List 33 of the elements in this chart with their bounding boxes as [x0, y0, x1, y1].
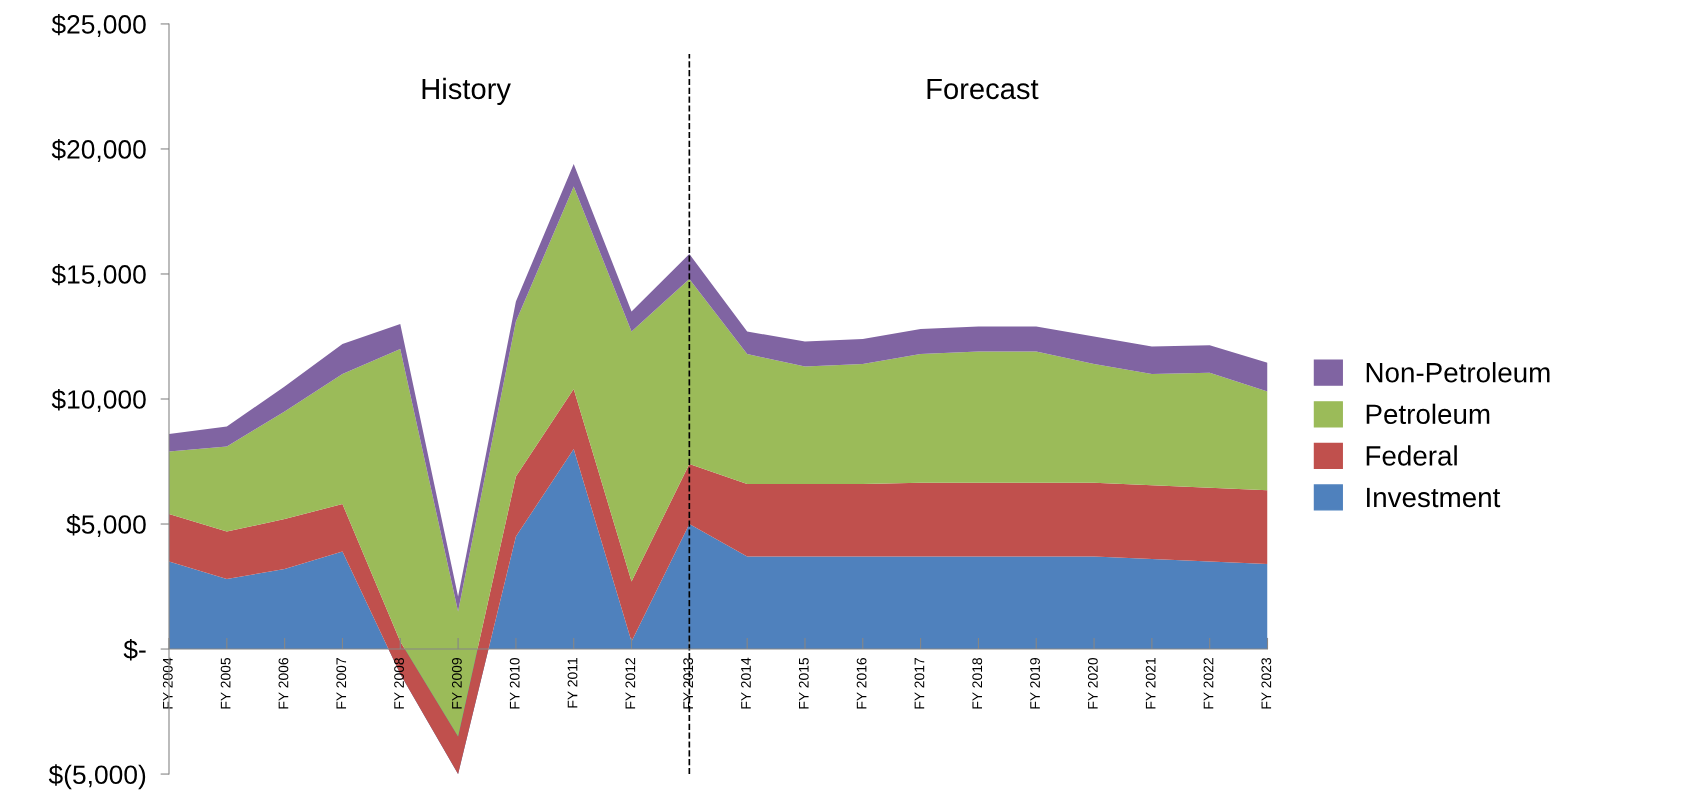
x-tick-label: FY 2019	[1030, 658, 1040, 709]
x-tick-label: FY 2016	[856, 657, 867, 709]
x-tick-label: FY 2009	[451, 658, 462, 709]
x-tick-label: FY 2018	[972, 657, 983, 709]
legend-label: Investment	[1367, 487, 1501, 508]
y-tick-label: $15,000	[51, 264, 146, 287]
x-tick-label: FY 2022	[1203, 658, 1214, 709]
y-tick-label: $10,000	[51, 389, 146, 412]
legend-label: Non-Petroleum	[1366, 362, 1550, 383]
y-tick-label: $5,000	[66, 514, 146, 537]
x-tick-label: FY 2004	[162, 657, 173, 709]
x-tick-label: FY 2012	[625, 658, 636, 709]
x-tick-label: FY 2008	[394, 657, 404, 709]
x-tick-label: FY 2010	[509, 657, 520, 709]
x-tick-label: FY 2005	[220, 657, 231, 709]
y-tick-label: $25,000	[51, 13, 146, 37]
x-tick-label: FY 2023	[1261, 657, 1272, 709]
annotation: History	[422, 77, 511, 105]
x-tick-label: FY 2013	[683, 657, 694, 709]
legend-label: Federal	[1366, 445, 1457, 466]
y-tick-label: $-	[123, 639, 146, 661]
x-tick-label: FY 2021	[1145, 658, 1156, 709]
x-tick-label: FY 2007	[336, 658, 347, 709]
annotation: Forecast	[927, 78, 1039, 100]
x-tick-label: FY 2015	[798, 657, 809, 709]
x-tick-label: FY 2017	[914, 658, 925, 709]
x-tick-label: FY 2014	[741, 657, 751, 709]
x-tick-label: FY 2006	[278, 657, 289, 709]
x-tick-label: FY 2020	[1087, 657, 1098, 709]
y-tick-label: $(5,000)	[48, 764, 146, 790]
x-tick-label: FY 2011	[567, 658, 578, 708]
y-tick-label: $20,000	[51, 138, 146, 162]
legend-label: Petroleum	[1366, 403, 1490, 425]
